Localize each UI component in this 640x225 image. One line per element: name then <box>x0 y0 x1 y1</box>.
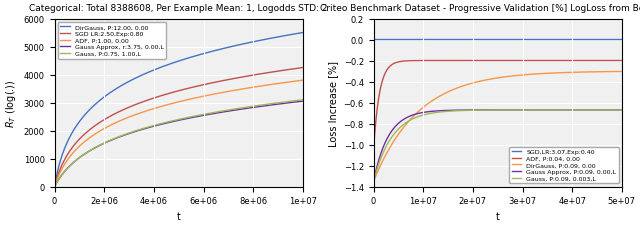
Gauss Approx, P:0.09, 0.00,L <box>618 109 626 112</box>
DirGauss, P:0.09, 0.00 <box>618 71 626 74</box>
Gauss Approx, P:0.09, 0.00,L <box>370 180 378 183</box>
Line: ADF, P:1.00, 0.00: ADF, P:1.00, 0.00 <box>54 81 303 187</box>
DirGauss, P:12.00, 0.00 <box>268 38 275 40</box>
ADF, P:1.00, 0.00 <box>94 131 102 134</box>
Title: Categorical: Total 8388608, Per Example Mean: 1, Logodds STD: 2: Categorical: Total 8388608, Per Example … <box>29 4 328 13</box>
Gauss Approx, r:3.75, 0.00,L <box>51 185 58 188</box>
Gauss Approx, r:3.75, 0.00,L <box>268 104 275 107</box>
Gauss, P:0.09, 0.003,L <box>415 116 422 118</box>
DirGauss, P:12.00, 0.00 <box>51 185 58 188</box>
ADF, P:0.04, 0.00 <box>465 60 472 63</box>
Gauss, P:0.75, 1.00,L <box>299 99 307 102</box>
Gauss Approx, r:3.75, 0.00,L <box>79 154 87 157</box>
Line: Gauss Approx, P:0.09, 0.00,L: Gauss Approx, P:0.09, 0.00,L <box>374 110 622 182</box>
Gauss, P:0.75, 1.00,L <box>51 185 58 188</box>
ADF, P:1.00, 0.00 <box>294 80 302 83</box>
ADF, P:1.00, 0.00 <box>157 106 164 108</box>
ADF, P:1.00, 0.00 <box>79 142 87 145</box>
Line: DirGauss, P:0.09, 0.00: DirGauss, P:0.09, 0.00 <box>374 72 622 182</box>
SGD,LR:3.07,Exp:0.40 <box>555 39 563 42</box>
SGD,LR:3.07,Exp:0.40 <box>465 39 472 42</box>
ADF, P:0.04, 0.00 <box>555 60 563 63</box>
Gauss, P:0.09, 0.003,L <box>531 109 539 112</box>
Gauss Approx, P:0.09, 0.00,L <box>518 109 526 112</box>
SGD,LR:3.07,Exp:0.40 <box>415 39 422 42</box>
Gauss Approx, P:0.09, 0.00,L <box>531 109 539 112</box>
Gauss, P:0.09, 0.003,L <box>555 109 563 112</box>
SGD LR:2.50,Exp:0.80 <box>94 123 102 126</box>
DirGauss, P:12.00, 0.00 <box>94 101 102 104</box>
DirGauss, P:0.09, 0.00 <box>518 74 526 77</box>
Gauss Approx, r:3.75, 0.00,L <box>157 124 164 126</box>
DirGauss, P:12.00, 0.00 <box>79 116 87 119</box>
ADF, P:0.04, 0.00 <box>574 60 582 63</box>
SGD,LR:3.07,Exp:0.40 <box>574 39 582 42</box>
Gauss, P:0.09, 0.003,L <box>618 109 626 112</box>
Gauss Approx, r:3.75, 0.00,L <box>146 126 154 129</box>
Y-axis label: Loss Increase [%]: Loss Increase [%] <box>328 60 338 146</box>
SGD,LR:3.07,Exp:0.40 <box>618 39 626 42</box>
Gauss Approx, r:3.75, 0.00,L <box>94 145 102 148</box>
DirGauss, P:0.09, 0.00 <box>415 110 422 113</box>
DirGauss, P:0.09, 0.00 <box>555 72 563 75</box>
ADF, P:0.04, 0.00 <box>415 60 422 63</box>
Line: ADF, P:0.04, 0.00: ADF, P:0.04, 0.00 <box>374 61 622 150</box>
Gauss Approx, P:0.09, 0.00,L <box>415 112 422 115</box>
Gauss, P:0.09, 0.003,L <box>370 180 378 183</box>
Gauss, P:0.75, 1.00,L <box>79 154 87 157</box>
ADF, P:0.04, 0.00 <box>531 60 539 63</box>
Line: Gauss, P:0.09, 0.003,L: Gauss, P:0.09, 0.003,L <box>374 110 622 182</box>
Title: Criteo Benchmark Dataset - Progressive Validation [%] LogLoss from Best SGD: Criteo Benchmark Dataset - Progressive V… <box>320 4 640 13</box>
SGD,LR:3.07,Exp:0.40 <box>370 39 378 42</box>
SGD,LR:3.07,Exp:0.40 <box>531 39 539 42</box>
ADF, P:0.04, 0.00 <box>600 60 608 63</box>
Line: Gauss Approx, r:3.75, 0.00,L: Gauss Approx, r:3.75, 0.00,L <box>54 102 303 187</box>
DirGauss, P:0.09, 0.00 <box>370 180 378 183</box>
Line: SGD LR:2.50,Exp:0.80: SGD LR:2.50,Exp:0.80 <box>54 68 303 187</box>
Gauss Approx, P:0.09, 0.00,L <box>465 109 472 112</box>
SGD LR:2.50,Exp:0.80 <box>268 72 275 74</box>
DirGauss, P:12.00, 0.00 <box>294 33 302 36</box>
SGD LR:2.50,Exp:0.80 <box>146 99 154 101</box>
DirGauss, P:0.09, 0.00 <box>574 72 582 74</box>
Gauss, P:0.75, 1.00,L <box>94 145 102 148</box>
ADF, P:0.04, 0.00 <box>518 60 526 63</box>
Gauss Approx, r:3.75, 0.00,L <box>294 101 302 104</box>
ADF, P:0.04, 0.00 <box>618 60 626 63</box>
Gauss, P:0.09, 0.003,L <box>574 109 582 112</box>
Gauss, P:0.09, 0.003,L <box>465 110 472 112</box>
Gauss Approx, P:0.09, 0.00,L <box>574 109 582 112</box>
Gauss Approx, r:3.75, 0.00,L <box>299 100 307 103</box>
SGD,LR:3.07,Exp:0.40 <box>518 39 526 42</box>
Gauss, P:0.75, 1.00,L <box>146 126 154 128</box>
DirGauss, P:12.00, 0.00 <box>146 71 154 74</box>
DirGauss, P:0.09, 0.00 <box>465 83 472 86</box>
ADF, P:1.00, 0.00 <box>146 109 154 112</box>
ADF, P:1.00, 0.00 <box>299 79 307 82</box>
DirGauss, P:12.00, 0.00 <box>299 32 307 35</box>
ADF, P:0.04, 0.00 <box>370 149 378 151</box>
Gauss Approx, P:0.09, 0.00,L <box>555 109 563 112</box>
Gauss, P:0.09, 0.003,L <box>518 109 526 112</box>
SGD LR:2.50,Exp:0.80 <box>51 185 58 188</box>
X-axis label: t: t <box>177 211 180 221</box>
SGD LR:2.50,Exp:0.80 <box>294 68 302 70</box>
Line: Gauss, P:0.75, 1.00,L: Gauss, P:0.75, 1.00,L <box>54 100 303 187</box>
X-axis label: t: t <box>496 211 500 221</box>
DirGauss, P:12.00, 0.00 <box>157 67 164 70</box>
Line: DirGauss, P:12.00, 0.00: DirGauss, P:12.00, 0.00 <box>54 33 303 187</box>
Legend: SGD,LR:3.07,Exp:0.40, ADF, P:0.04, 0.00, DirGauss, P:0.09, 0.00, Gauss Approx, P: SGD,LR:3.07,Exp:0.40, ADF, P:0.04, 0.00,… <box>509 147 619 184</box>
ADF, P:1.00, 0.00 <box>268 84 275 86</box>
DirGauss, P:0.09, 0.00 <box>531 73 539 76</box>
Gauss, P:0.75, 1.00,L <box>157 123 164 126</box>
Gauss, P:0.75, 1.00,L <box>268 103 275 106</box>
Gauss, P:0.75, 1.00,L <box>294 99 302 102</box>
Y-axis label: $R_T$ (log(.)): $R_T$ (log(.)) <box>4 79 18 127</box>
SGD LR:2.50,Exp:0.80 <box>157 95 164 98</box>
ADF, P:1.00, 0.00 <box>51 185 58 188</box>
SGD LR:2.50,Exp:0.80 <box>299 67 307 70</box>
Legend: DirGauss, P:12.00, 0.00, SGD LR:2.50,Exp:0.80, ADF, P:1.00, 0.00, Gauss Approx, : DirGauss, P:12.00, 0.00, SGD LR:2.50,Exp… <box>58 22 166 59</box>
SGD LR:2.50,Exp:0.80 <box>79 135 87 137</box>
